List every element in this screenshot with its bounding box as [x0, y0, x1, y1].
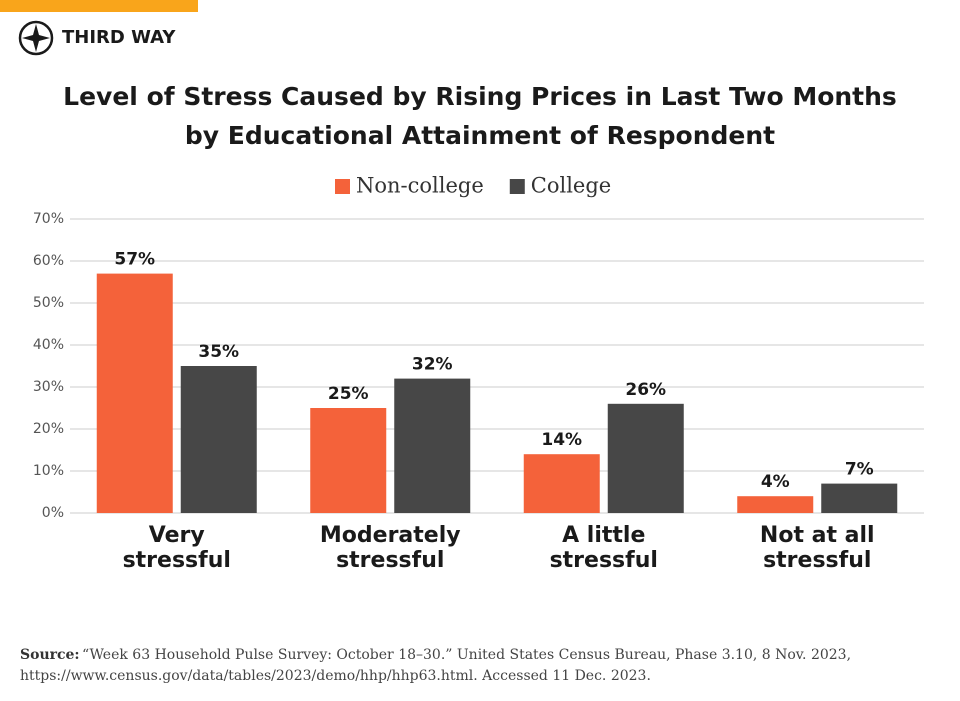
- brand: THIRD WAY: [62, 27, 176, 48]
- source-text: https://www.census.gov/data/tables/2023/…: [20, 668, 651, 684]
- bar: [737, 496, 814, 513]
- value-label: 25%: [328, 384, 369, 404]
- y-tick-label: 0%: [42, 505, 64, 521]
- x-tick-label: A little stressful: [549, 523, 658, 573]
- y-tick-label: 20%: [33, 421, 64, 437]
- bar: [180, 366, 257, 513]
- x-tick-label: Moderately stressful: [319, 523, 461, 573]
- chart-title: by Educational Attainment of Respondent: [185, 121, 775, 150]
- y-tick-label: 50%: [33, 295, 64, 311]
- y-tick-label: 30%: [33, 379, 64, 395]
- legend-label: College: [531, 174, 611, 198]
- value-label: 32%: [412, 355, 453, 375]
- value-label: 14%: [541, 430, 582, 450]
- bar: [821, 483, 898, 513]
- logo-icon: [18, 20, 54, 56]
- source-label: Source:: [20, 647, 80, 663]
- bar: [96, 273, 173, 513]
- legend-swatch: [509, 179, 525, 194]
- y-tick-label: 60%: [33, 253, 64, 269]
- value-label: 4%: [761, 472, 790, 492]
- value-label: 26%: [625, 380, 666, 400]
- x-tick-label: Not at all stressful: [759, 523, 875, 573]
- top-bar: [0, 0, 198, 12]
- x-tick-label: Very stressful: [122, 523, 231, 573]
- y-tick-label: 40%: [33, 337, 64, 353]
- y-tick-label: 70%: [33, 211, 64, 227]
- bar: [394, 378, 471, 513]
- legend-swatch: [335, 179, 350, 194]
- value-label: 7%: [845, 460, 874, 480]
- bar: [310, 408, 387, 513]
- legend-label: Non-college: [356, 174, 484, 198]
- y-tick-label: 10%: [33, 463, 64, 479]
- bar: [607, 403, 684, 513]
- bar: [523, 454, 600, 513]
- value-label: 35%: [198, 342, 239, 362]
- source-text: “Week 63 Household Pulse Survey: October…: [82, 647, 851, 663]
- value-label: 57%: [114, 250, 155, 270]
- chart-title: Level of Stress Caused by Rising Prices …: [63, 82, 897, 111]
